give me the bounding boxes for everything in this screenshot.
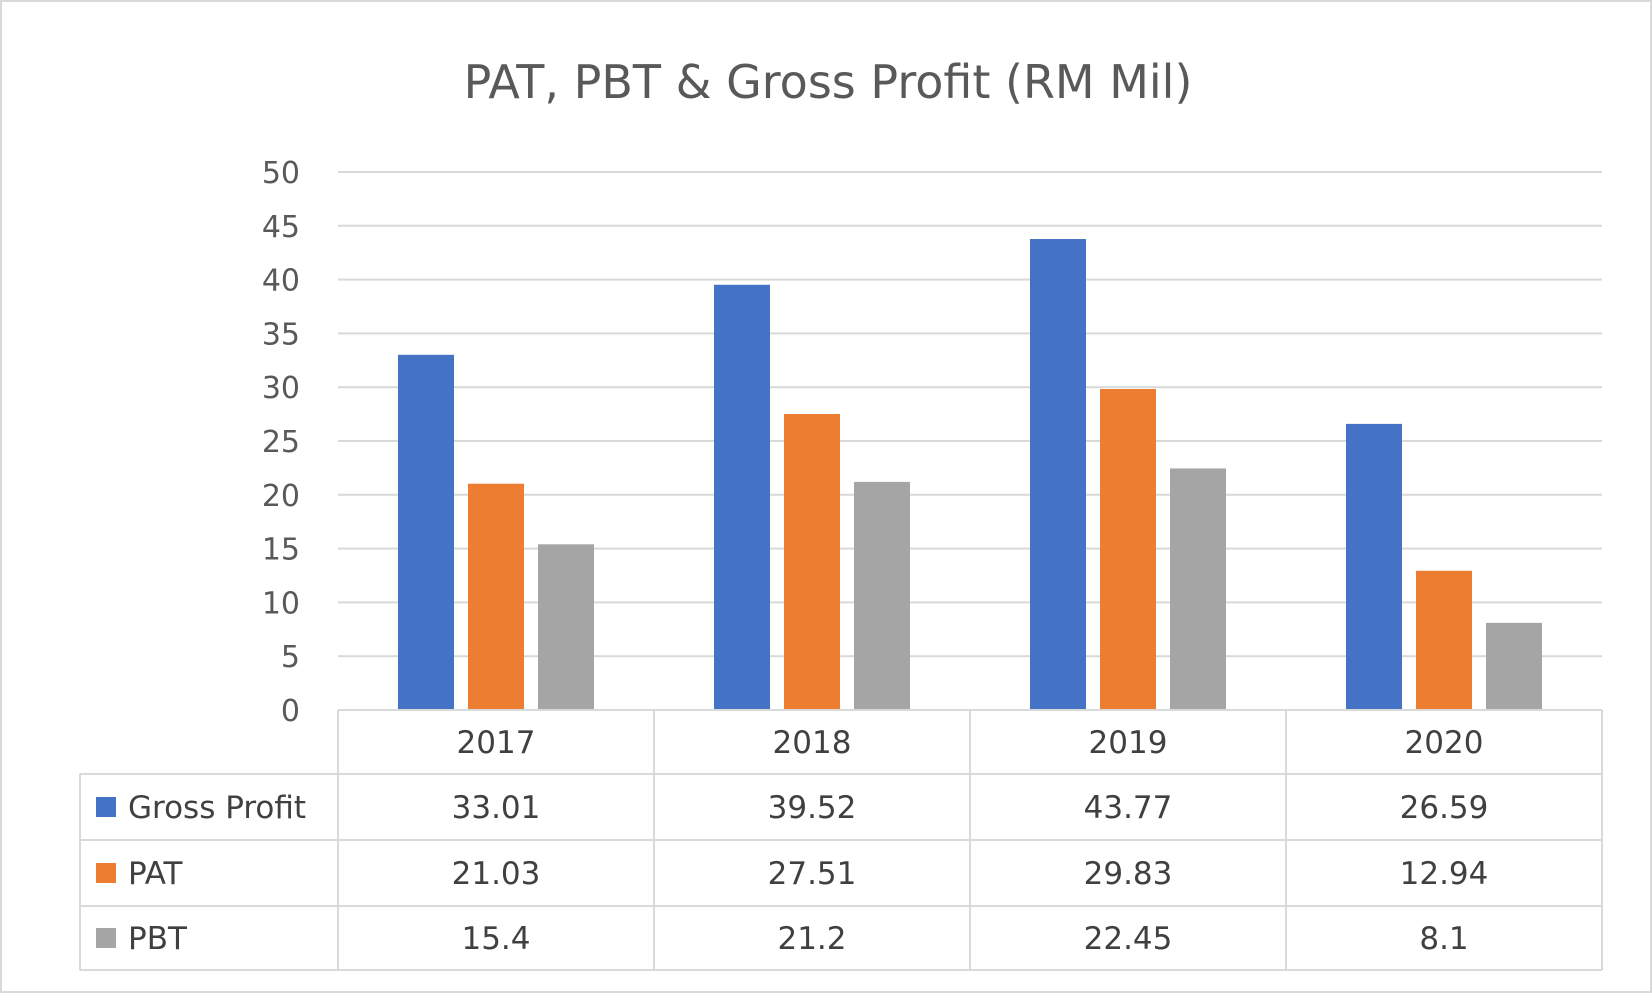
y-tick-label: 30 bbox=[262, 371, 300, 406]
data-table-value: 26.59 bbox=[1400, 790, 1489, 826]
bar-pat-2018 bbox=[784, 413, 840, 710]
y-tick-label: 40 bbox=[262, 264, 300, 299]
legend-key-pat bbox=[96, 863, 116, 883]
bar-pbt-2019 bbox=[1170, 468, 1226, 710]
legend-key-pbt bbox=[96, 928, 116, 948]
data-table-value: 27.51 bbox=[768, 856, 857, 892]
x-category-label: 2017 bbox=[457, 725, 536, 761]
data-table-value: 29.83 bbox=[1084, 856, 1173, 892]
bars bbox=[398, 239, 1542, 711]
y-tick-label: 35 bbox=[262, 317, 300, 352]
gridlines bbox=[338, 171, 1602, 658]
bar-pbt-2020 bbox=[1486, 622, 1542, 710]
bar-gross-profit-2019 bbox=[1030, 239, 1086, 711]
x-category-label: 2018 bbox=[773, 725, 852, 761]
data-table-value: 22.45 bbox=[1084, 921, 1173, 957]
bar-gross-profit-2020 bbox=[1346, 423, 1402, 710]
y-tick-label: 20 bbox=[262, 479, 300, 514]
bar-pbt-2018 bbox=[854, 481, 910, 710]
y-tick-label: 45 bbox=[262, 210, 300, 245]
data-table: 2017 2018 2019 2020 Gross Profit 33.01 39.52 43… bbox=[79, 709, 1603, 971]
chart-title: PAT, PBT & Gross Profit (RM Mil) bbox=[464, 55, 1193, 109]
y-tick-label: 15 bbox=[262, 533, 300, 568]
bar-gross-profit-2017 bbox=[398, 354, 454, 710]
legend-key-gross-profit bbox=[96, 797, 116, 817]
legend-label: PAT bbox=[128, 856, 184, 892]
data-table-value: 21.2 bbox=[777, 921, 846, 957]
data-table-value: 8.1 bbox=[1419, 921, 1468, 957]
x-category-label: 2020 bbox=[1405, 725, 1484, 761]
y-tick-label: 10 bbox=[262, 586, 300, 621]
data-table-value: 15.4 bbox=[461, 921, 530, 957]
bar-pat-2020 bbox=[1416, 570, 1472, 710]
y-tick-label: 50 bbox=[262, 156, 300, 191]
y-axis-ticks: 0 5 10 15 20 25 30 35 40 45 50 bbox=[262, 156, 300, 729]
data-table-value: 39.52 bbox=[768, 790, 857, 826]
data-table-value: 33.01 bbox=[452, 790, 541, 826]
legend-label: Gross Profit bbox=[128, 790, 306, 826]
bar-gross-profit-2018 bbox=[714, 284, 770, 710]
y-tick-label: 25 bbox=[262, 425, 300, 460]
data-table-value: 21.03 bbox=[452, 856, 541, 892]
bar-pbt-2017 bbox=[538, 544, 594, 710]
data-table-value: 43.77 bbox=[1084, 790, 1173, 826]
data-table-value: 12.94 bbox=[1400, 856, 1489, 892]
legend-label: PBT bbox=[128, 921, 188, 957]
bar-pat-2019 bbox=[1100, 389, 1156, 710]
y-tick-label: 0 bbox=[281, 694, 300, 729]
x-category-label: 2019 bbox=[1089, 725, 1168, 761]
y-tick-label: 5 bbox=[281, 640, 300, 675]
bar-pat-2017 bbox=[468, 483, 524, 710]
